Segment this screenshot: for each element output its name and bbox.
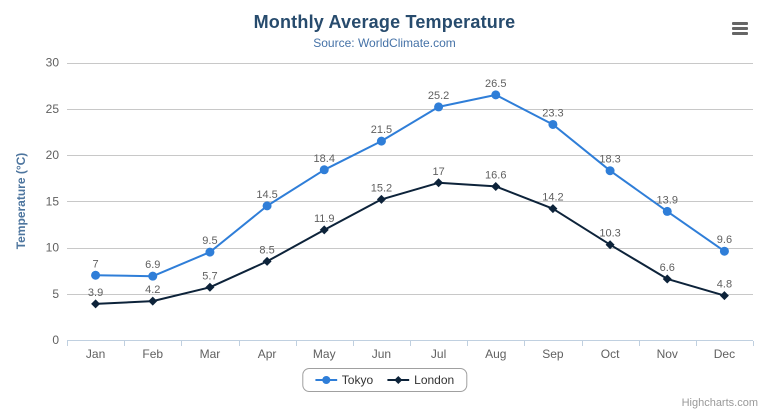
data-label: 21.5 <box>371 124 392 136</box>
data-point-marker-tokyo[interactable] <box>205 247 215 257</box>
data-label: 18.3 <box>599 154 620 166</box>
y-axis-label: 5 <box>52 287 59 301</box>
data-label: 10.3 <box>599 228 620 240</box>
y-axis-label: 10 <box>46 241 60 255</box>
data-point-marker-london[interactable] <box>719 291 729 301</box>
credits-link[interactable]: Highcharts.com <box>681 397 758 409</box>
x-axis-label: Feb <box>142 347 163 361</box>
data-label: 23.3 <box>542 107 563 119</box>
data-label: 9.6 <box>717 234 732 246</box>
data-label: 18.4 <box>314 153 335 165</box>
data-point-marker-london[interactable] <box>148 296 158 306</box>
data-label: 11.9 <box>314 213 335 225</box>
data-point-marker-london[interactable] <box>262 256 272 266</box>
y-axis-label: 30 <box>46 56 60 70</box>
series-line-tokyo[interactable] <box>94 93 726 278</box>
data-label: 14.5 <box>256 189 277 201</box>
x-axis-label: Oct <box>601 347 620 361</box>
data-label: 8.5 <box>259 244 274 256</box>
y-axis-label: 0 <box>52 333 59 347</box>
y-axis-label: 15 <box>46 194 60 208</box>
hamburger-bar <box>732 21 748 25</box>
data-point-marker-london[interactable] <box>205 282 215 292</box>
y-axis-label: 25 <box>46 102 60 116</box>
series-line-london[interactable] <box>94 181 726 305</box>
chart-subtitle: Source: WorldClimate.com <box>313 36 456 50</box>
hamburger-bar <box>732 31 748 35</box>
data-point-marker-tokyo[interactable] <box>662 206 672 216</box>
data-point-marker-tokyo[interactable] <box>548 119 558 129</box>
data-label: 4.8 <box>717 279 732 291</box>
data-point-marker-london[interactable] <box>605 240 615 250</box>
x-axis-label: Sep <box>542 347 564 361</box>
data-label: 3.9 <box>88 287 103 299</box>
y-axis-title: Temperature (°C) <box>14 152 28 250</box>
data-point-marker-london[interactable] <box>319 225 329 235</box>
data-label: 4.2 <box>145 284 160 296</box>
y-axis-label: 20 <box>46 148 60 162</box>
data-point-marker-tokyo[interactable] <box>491 90 501 100</box>
legend-marker-tokyo <box>314 376 337 384</box>
data-label: 15.2 <box>371 182 392 194</box>
x-axis-label: Jan <box>86 347 105 361</box>
data-point-marker-tokyo[interactable] <box>319 165 329 175</box>
data-label: 6.6 <box>660 262 675 274</box>
data-point-marker-london[interactable] <box>91 299 101 309</box>
hamburger-bar <box>732 26 748 30</box>
x-axis-label: Apr <box>258 347 277 361</box>
x-axis-label: Jul <box>431 347 446 361</box>
data-label: 17 <box>432 166 444 178</box>
legend-marker-london <box>387 376 410 384</box>
data-point-marker-tokyo[interactable] <box>376 136 386 146</box>
data-label: 16.6 <box>485 169 506 181</box>
legend-item-tokyo[interactable]: Tokyo <box>314 373 374 387</box>
data-point-marker-london[interactable] <box>434 178 444 188</box>
context-menu-button[interactable] <box>728 17 752 39</box>
data-point-marker-tokyo[interactable] <box>91 270 101 280</box>
data-point-marker-tokyo[interactable] <box>148 271 158 281</box>
data-point-marker-tokyo[interactable] <box>262 201 272 211</box>
data-label: 9.5 <box>202 235 217 247</box>
data-label: 14.2 <box>542 192 563 204</box>
data-point-marker-tokyo[interactable] <box>605 166 615 176</box>
legend-label-tokyo: Tokyo <box>341 373 374 387</box>
data-point-marker-tokyo[interactable] <box>719 246 729 256</box>
data-point-marker-london[interactable] <box>548 204 558 214</box>
data-label: 13.9 <box>657 194 678 206</box>
data-label: 25.2 <box>428 90 449 102</box>
legend-label-london: London <box>414 373 455 387</box>
x-axis-label: Nov <box>657 347 678 361</box>
data-label: 26.5 <box>485 78 506 90</box>
x-axis-label: Dec <box>714 347 735 361</box>
legend-item-london[interactable]: London <box>387 373 454 387</box>
chart-title: Monthly Average Temperature <box>253 12 516 32</box>
data-label: 7 <box>93 258 99 270</box>
x-axis-label: Aug <box>485 347 506 361</box>
data-point-marker-london[interactable] <box>662 274 672 284</box>
data-label: 5.7 <box>202 270 217 282</box>
data-point-marker-london[interactable] <box>491 181 501 191</box>
data-point-marker-tokyo[interactable] <box>434 102 444 112</box>
data-point-marker-london[interactable] <box>376 194 386 204</box>
data-label: 6.9 <box>145 259 160 271</box>
x-axis-label: May <box>313 347 336 361</box>
legend: Tokyo London <box>301 368 468 392</box>
x-axis-label: Jun <box>372 347 391 361</box>
x-axis-label: Mar <box>200 347 221 361</box>
